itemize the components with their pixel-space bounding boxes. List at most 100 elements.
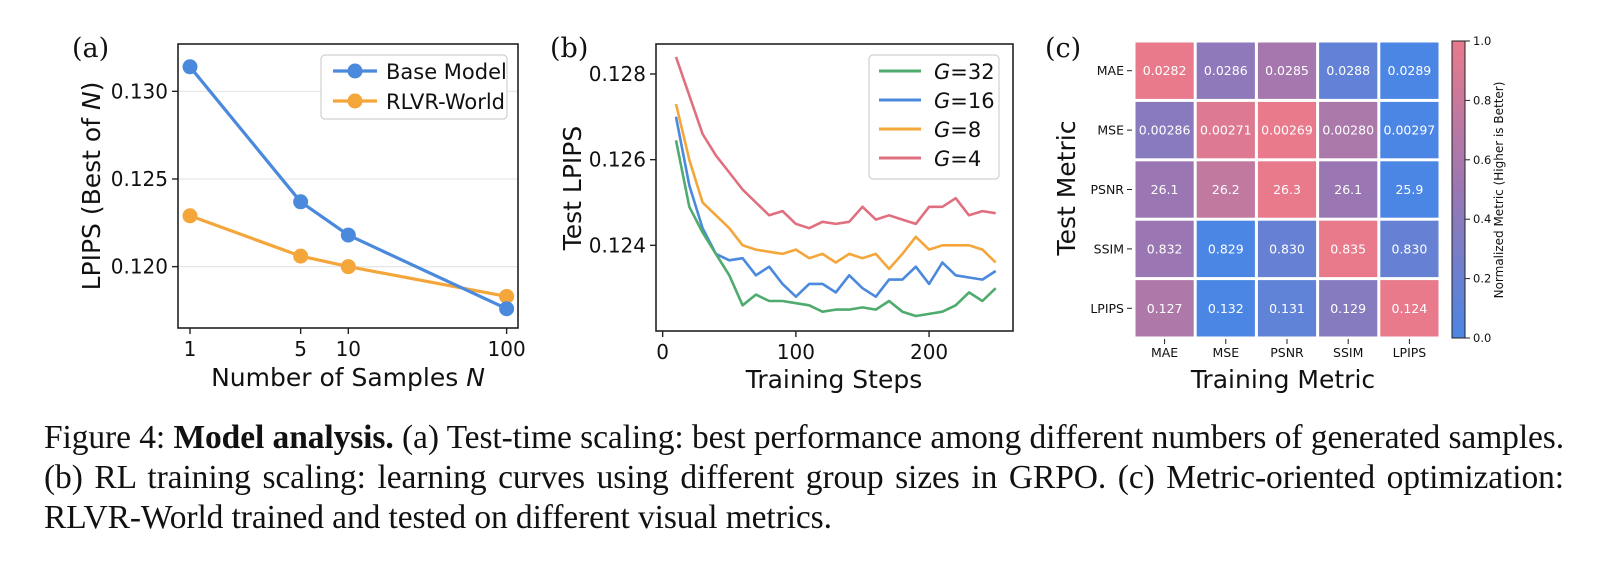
panel-b-legend-var: G [934, 89, 950, 113]
heatmap-cell [1319, 161, 1378, 218]
panel-b-series-line [674, 116, 997, 299]
panel-b-legend-var: G [934, 60, 950, 84]
panel-a-data-point [499, 288, 515, 304]
heatmap-cell-value: 26.1 [1151, 182, 1179, 197]
heatmap-column-label: MSE [1212, 345, 1239, 360]
heatmap-cell [1135, 161, 1194, 218]
panel-b-legend-value: 32 [968, 60, 995, 84]
panel-b-legend-box [868, 54, 1000, 180]
caption-prefix: Figure 4: [44, 419, 174, 456]
panel-a-x-tick-label: 5 [294, 337, 307, 361]
panel-a-y-ticks: 0.120 0.125 0.130 [111, 79, 178, 279]
heatmap-cell [1135, 101, 1194, 159]
colorbar-tick-label: 0.4 [1473, 212, 1491, 226]
panel-a-series-line [188, 65, 508, 311]
colorbar-ticks: 0.0 0.2 0.4 0.6 0.8 1.0 [1465, 34, 1491, 345]
panel-b-legend-eq: = [950, 89, 968, 113]
heatmap-cell [1196, 42, 1255, 99]
heatmap-cell-value: 0.00269 [1261, 123, 1313, 138]
heatmap-column-label: SSIM [1333, 345, 1363, 360]
heatmap-column-label: PSNR [1270, 345, 1304, 360]
heatmap-cell-value: 0.829 [1208, 241, 1244, 256]
heatmap-cell [1257, 42, 1317, 99]
figure-caption: Figure 4: Model analysis. (a) Test-time … [44, 418, 1564, 538]
heatmap-cell [1380, 161, 1439, 218]
heatmap-cell-value: 0.830 [1392, 241, 1428, 256]
panel-a-x-ticks: 1 5 10 100 [184, 328, 526, 361]
heatmap-column-label: MAE [1151, 345, 1178, 360]
heatmap-cell [1257, 280, 1317, 337]
heatmap-cell [1380, 220, 1439, 278]
legend-rlvr-world-label: RLVR-World [386, 90, 505, 114]
heatmap-row-label: MAE [1097, 63, 1124, 78]
figure-4: (a) 0.120 0.125 0.130 1 5 10 100 Number of Sa… [72, 33, 1506, 394]
heatmap-cell [1257, 101, 1317, 159]
heatmap-cell-value: 0.131 [1269, 301, 1305, 316]
colorbar-tick-label: 0.2 [1473, 272, 1491, 286]
heatmap-row-label: LPIPS [1090, 301, 1124, 316]
heatmap-cell-value: 26.2 [1212, 182, 1240, 197]
heatmap-cell [1257, 220, 1317, 278]
heatmap-row-label: SSIM [1094, 241, 1124, 256]
panel-b-chart: (b) 0.124 0.126 0.128 0 100 200 Training Ste… [550, 33, 1014, 394]
panel-b-y-tick-label: 0.128 [589, 62, 646, 86]
heatmap-cell-value: 0.127 [1147, 301, 1183, 316]
heatmap-cell [1380, 42, 1439, 99]
panel-b-y-ticks: 0.124 0.126 0.128 [589, 62, 656, 257]
panel-b-x-axis-label: Training Steps [745, 365, 923, 394]
panel-a-y-axis-label: LPIPS (Best of N) [77, 82, 106, 291]
panel-b-legend-label: G=4 [934, 147, 981, 171]
panel-a-data-point [182, 59, 198, 75]
panel-a-x-tick-label: 100 [488, 337, 526, 361]
heatmap-cell [1380, 101, 1439, 159]
heatmap-cell [1196, 280, 1255, 337]
panel-a-label: (a) [72, 33, 109, 64]
panel-a-chart: (a) 0.120 0.125 0.130 1 5 10 100 Number of Sa… [72, 33, 526, 392]
panel-b-axes-frame [655, 43, 1014, 332]
panel-b-y-tick-label: 0.126 [589, 148, 646, 172]
legend-base-model-marker [347, 63, 363, 79]
panel-b-series-line [674, 140, 997, 318]
panel-c-row-labels: MAE MSE PSNR SSIM LPIPS [1090, 63, 1132, 316]
heatmap-cell-value: 0.832 [1147, 241, 1183, 256]
heatmap-cell [1196, 101, 1255, 159]
panel-a-x-axis-label: Number of Samples N [211, 363, 485, 392]
panel-c-y-axis-label: Test Metric [1052, 121, 1081, 257]
heatmap-cell [1196, 161, 1255, 218]
panel-a-data-point [293, 248, 309, 264]
heatmap-row-label: MSE [1097, 123, 1124, 138]
panel-b-legend-var: G [934, 118, 950, 142]
heatmap-cell-value: 26.1 [1334, 182, 1362, 197]
heatmap-cell-value: 0.00271 [1200, 123, 1252, 138]
heatmap-cell [1319, 280, 1378, 337]
panel-b-legend: G=32G=16G=8G=4 [868, 54, 1000, 180]
colorbar-tick-label: 1.0 [1473, 34, 1491, 48]
panel-b-label: (b) [550, 33, 588, 64]
panel-a-data-point [182, 208, 198, 224]
heatmap-row-label: PSNR [1090, 182, 1124, 197]
panel-b-y-axis-label: Test LPIPS [558, 126, 587, 252]
colorbar-tick-label: 0.6 [1473, 153, 1491, 167]
panel-a-x-tick-label: 10 [336, 337, 361, 361]
panel-b-x-tick-label: 200 [910, 340, 948, 364]
panel-b-series-line [674, 56, 996, 230]
heatmap-cell-value: 0.0288 [1326, 63, 1370, 78]
heatmap-cell-value: 0.0289 [1388, 63, 1432, 78]
heatmap-cell-value: 0.830 [1269, 241, 1305, 256]
heatmap-cell-value: 0.124 [1392, 301, 1428, 316]
heatmap-column-label: LPIPS [1393, 345, 1427, 360]
panel-b-x-tick-label: 0 [656, 340, 669, 364]
panel-b-legend-eq: = [950, 60, 968, 84]
colorbar-tick-label: 0.8 [1473, 93, 1491, 107]
panel-a-series [182, 59, 515, 317]
heatmap-cell-value: 0.0282 [1143, 63, 1187, 78]
panel-b-legend-value: 16 [968, 89, 995, 113]
heatmap-cell-value: 0.00297 [1384, 123, 1436, 138]
heatmap-cell-value: 0.00286 [1139, 123, 1191, 138]
panel-b-legend-label: G=32 [934, 60, 995, 84]
heatmap-cell [1257, 161, 1317, 218]
heatmap-cell [1319, 42, 1378, 99]
panel-a-legend: Base Model RLVR-World [320, 54, 508, 120]
panel-b-y-tick-label: 0.124 [589, 233, 646, 257]
heatmap-cell-value: 0.00280 [1322, 123, 1374, 138]
